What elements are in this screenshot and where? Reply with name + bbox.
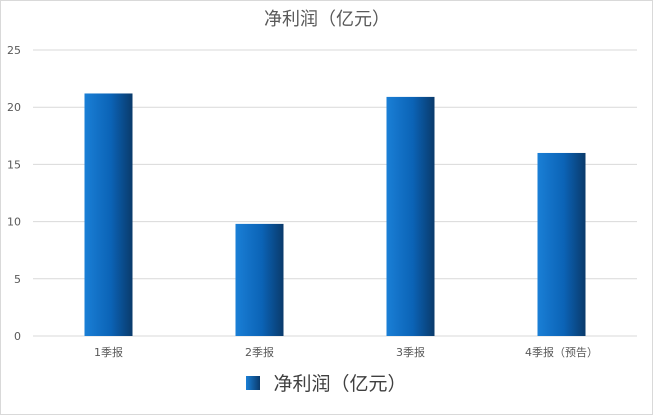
x-tick-label: 3季报	[396, 345, 425, 359]
x-tick-label: 1季报	[94, 345, 123, 359]
legend-label: 净利润（亿元）	[273, 373, 407, 395]
chart-title: 净利润（亿元）	[264, 9, 390, 30]
x-tick-label: 4季报（预告）	[525, 345, 598, 359]
bars	[84, 93, 586, 337]
legend: 净利润（亿元）	[1, 369, 652, 396]
legend-swatch	[246, 375, 261, 390]
x-axis-ticks: 1季报 2季报 3季报 4季报（预告）	[94, 345, 598, 359]
y-tick-label: 5	[14, 273, 21, 286]
bar	[84, 93, 133, 336]
y-tick-label: 15	[7, 158, 21, 171]
bar	[235, 223, 284, 336]
y-axis-ticks: 0 5 10 15 20 25	[7, 44, 21, 343]
x-tick-label: 2季报	[245, 345, 274, 359]
y-tick-label: 0	[14, 330, 21, 343]
bar	[386, 96, 435, 337]
y-tick-label: 10	[7, 216, 21, 229]
bar	[537, 152, 586, 336]
gridlines	[33, 49, 637, 337]
y-tick-label: 20	[7, 101, 21, 114]
y-tick-label: 25	[7, 44, 21, 57]
